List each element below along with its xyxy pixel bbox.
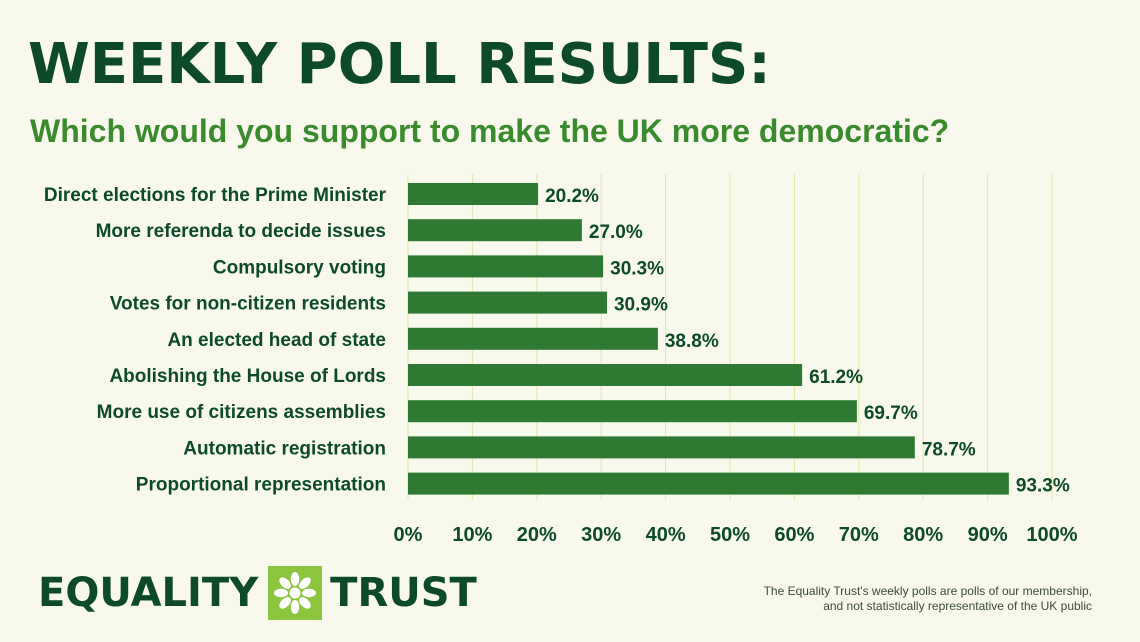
bars bbox=[408, 183, 1009, 495]
x-tick-label: 100% bbox=[1026, 524, 1077, 546]
bar bbox=[408, 183, 539, 205]
category-label: Proportional representation bbox=[136, 475, 386, 496]
x-tick-label: 50% bbox=[710, 524, 750, 546]
bar bbox=[408, 291, 607, 314]
category-labels: Direct elections for the Prime Minister M… bbox=[44, 185, 387, 496]
value-label: 93.3% bbox=[1016, 476, 1070, 497]
x-tick-label: 70% bbox=[839, 524, 879, 546]
footnote-line-1: The Equality Trust's weekly polls are po… bbox=[763, 584, 1092, 598]
flower-icon bbox=[268, 566, 323, 620]
x-tick-label: 40% bbox=[646, 524, 686, 546]
bar bbox=[408, 327, 658, 350]
category-label: Abolishing the House of Lords bbox=[109, 366, 386, 387]
value-labels: 20.2% 27.0% 30.3% 30.9% 38.8% 61.2%69.7%78.7%… bbox=[545, 186, 1070, 497]
value-label: 69.7% bbox=[864, 403, 918, 424]
equality-trust-logo: EQUALITY TRUST bbox=[38, 564, 477, 622]
x-tick-label: 80% bbox=[903, 524, 943, 546]
category-label: Automatic registration bbox=[183, 438, 386, 459]
value-label: 30.3% bbox=[610, 258, 664, 279]
category-label: An elected head of state bbox=[167, 330, 386, 351]
category-label: Compulsory voting bbox=[213, 257, 386, 278]
bar bbox=[408, 436, 915, 459]
bar bbox=[408, 472, 1009, 495]
page-title: WEEKLY POLL RESULTS: bbox=[28, 32, 771, 97]
bar-chart: Direct elections for the Prime Minister M… bbox=[44, 174, 1078, 546]
category-label: More referenda to decide issues bbox=[96, 221, 386, 242]
page-subtitle: Which would you support to make the UK m… bbox=[30, 113, 950, 149]
x-axis-ticks: 0% 10% 20% 30% 40% 50% 60% 70% 80% 90% 100% bbox=[394, 524, 1078, 546]
value-label: 78.7% bbox=[922, 439, 976, 460]
value-label: 27.0% bbox=[589, 222, 643, 243]
bar bbox=[408, 219, 582, 242]
x-tick-label: 20% bbox=[517, 524, 557, 546]
bar bbox=[408, 364, 803, 386]
x-tick-label: 30% bbox=[581, 524, 621, 546]
footnote-line-2: and not statistically representative of … bbox=[823, 599, 1092, 613]
value-label: 61.2% bbox=[809, 367, 863, 388]
bar bbox=[408, 400, 857, 423]
x-tick-label: 10% bbox=[452, 524, 492, 546]
category-label: Direct elections for the Prime Minister bbox=[44, 185, 387, 206]
logo-word-equality: EQUALITY bbox=[38, 570, 259, 616]
value-label: 30.9% bbox=[614, 295, 668, 316]
category-label: Votes for non-citizen residents bbox=[110, 294, 386, 315]
x-tick-label: 0% bbox=[394, 524, 423, 546]
category-label: More use of citizens assemblies bbox=[97, 402, 386, 423]
x-tick-label: 60% bbox=[774, 524, 814, 546]
bar bbox=[408, 255, 604, 278]
x-tick-label: 90% bbox=[968, 524, 1008, 546]
footnote: The Equality Trust's weekly polls are po… bbox=[764, 584, 1092, 614]
logo-word-trust: TRUST bbox=[330, 570, 477, 616]
value-label: 20.2% bbox=[545, 186, 599, 207]
value-label: 38.8% bbox=[665, 331, 719, 352]
